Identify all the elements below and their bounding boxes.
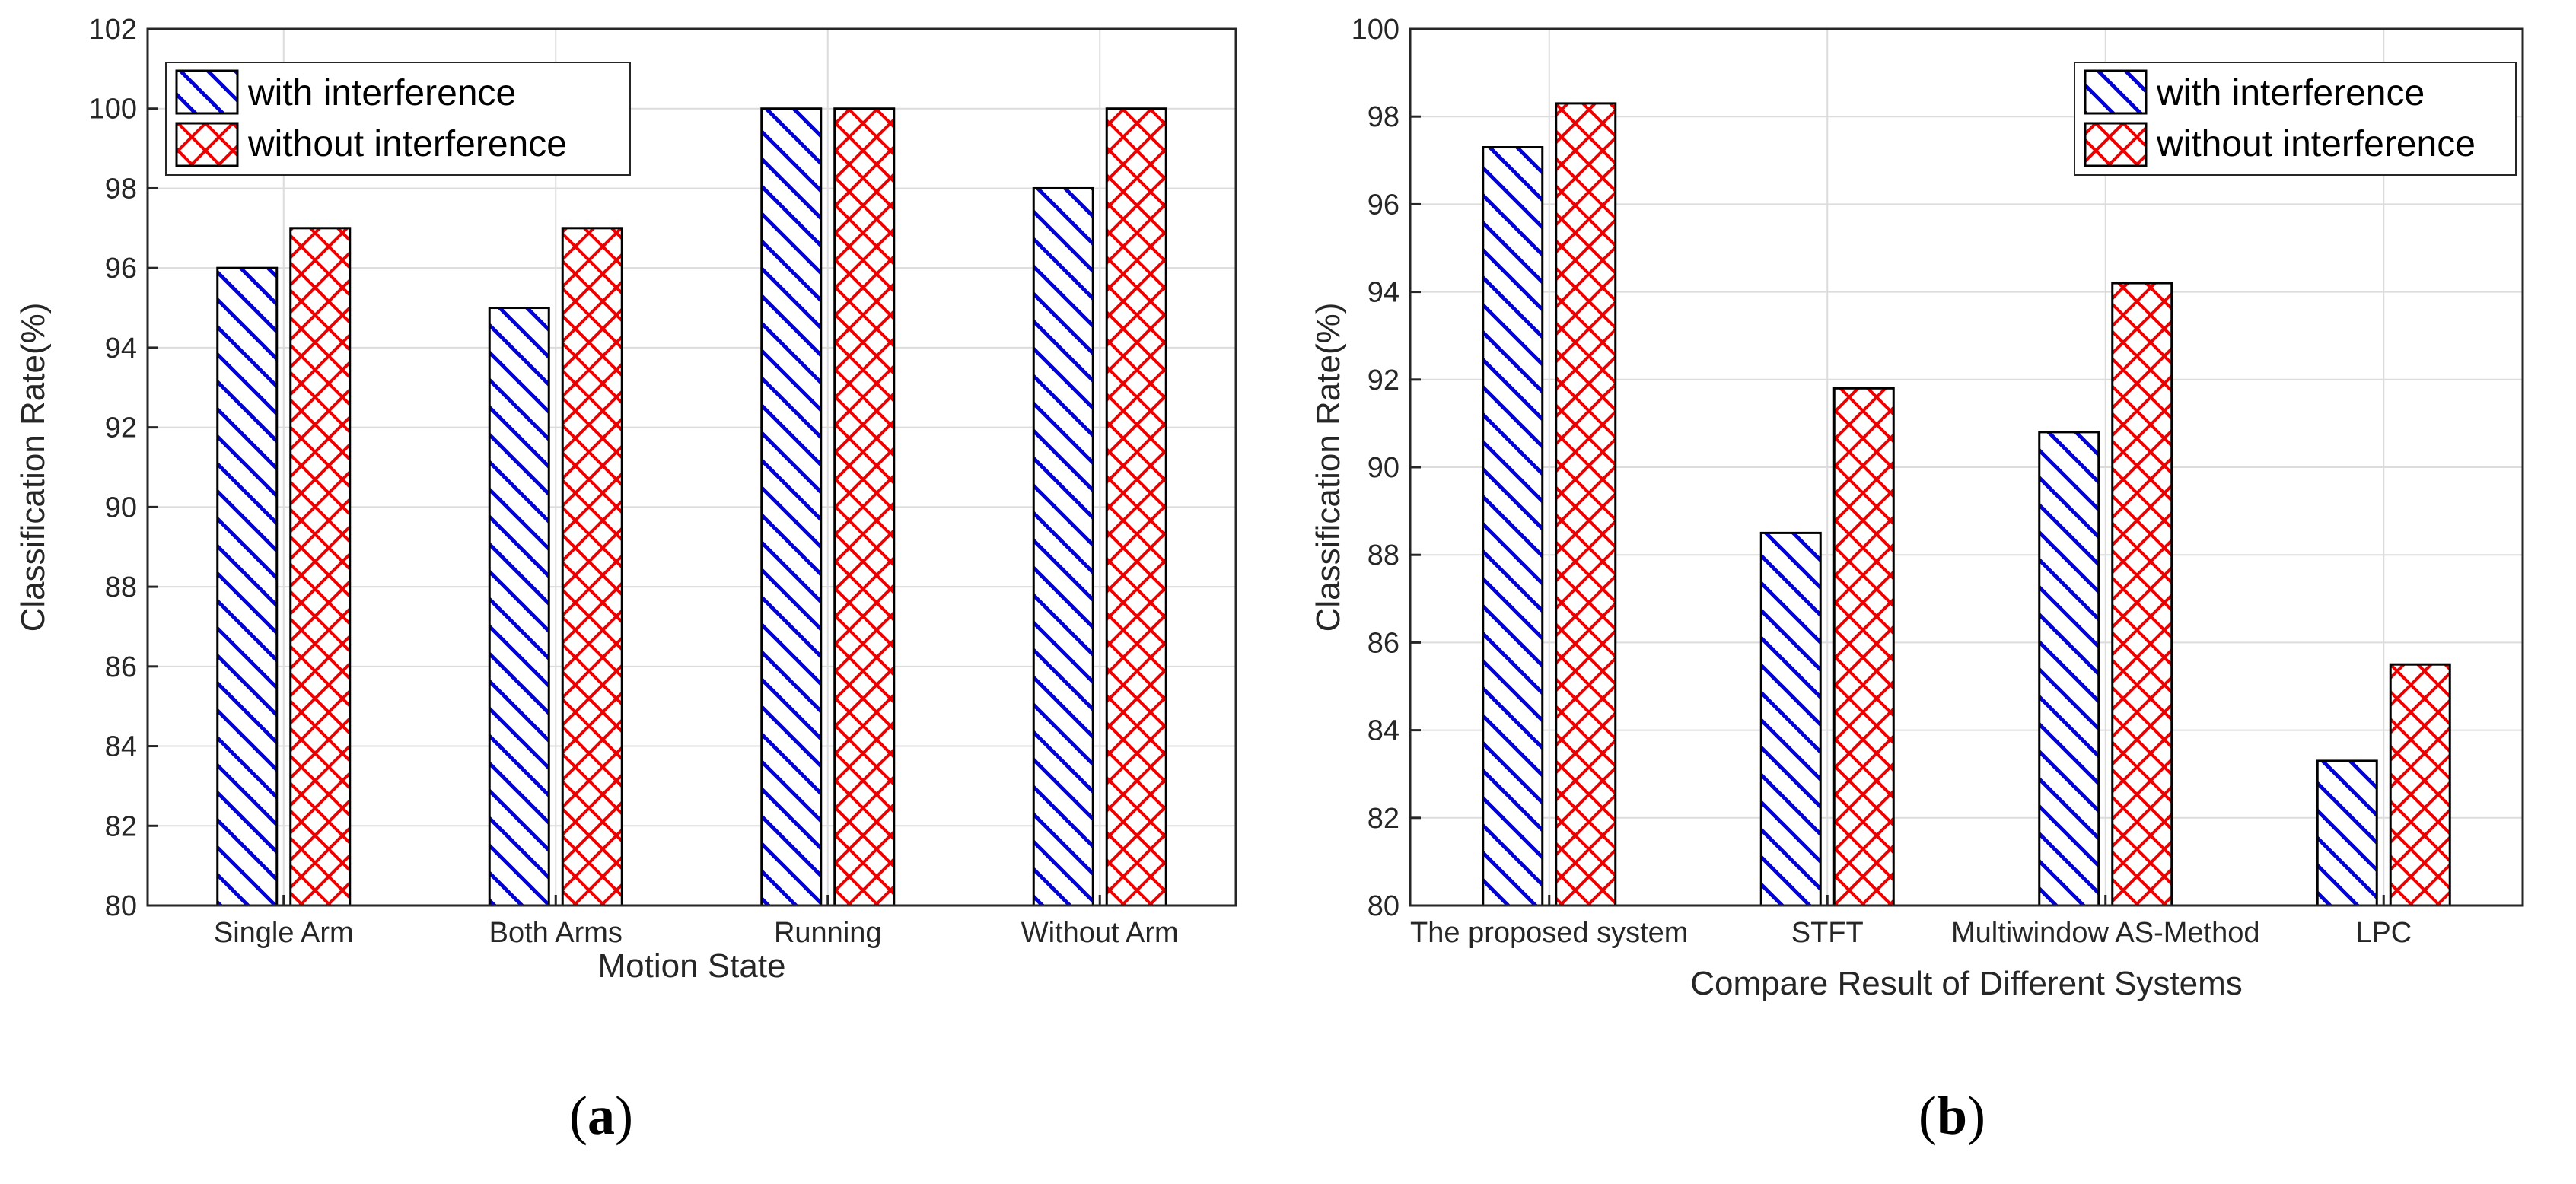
bar-with-interference-1: [1759, 531, 1822, 907]
x-tick-label: Single Arm: [214, 917, 354, 949]
chart-b-x-ticks: The proposed system STFT Multiwindow AS-Me…: [1410, 895, 2412, 949]
x-tick-label: STFT: [1791, 917, 1864, 949]
chart-a-axes-frame: [146, 27, 1237, 907]
y-tick-label: 82: [1368, 803, 1399, 835]
y-tick-label: 92: [1368, 364, 1399, 396]
y-tick-label: 86: [1368, 627, 1399, 659]
y-tick-label: 82: [105, 810, 137, 842]
chart-b-y-ticks: 80 82 84 86 88 90 92 94 96 98 100: [1352, 14, 1421, 922]
panel-label-b: (b): [1918, 1085, 1985, 1146]
bar-with-interference-3: [1032, 186, 1094, 907]
chart-a-y-axis-label: Classification Rate(%): [14, 303, 52, 632]
y-tick-label: 84: [105, 731, 137, 763]
y-tick-label: 88: [105, 571, 137, 603]
chart-b-legend-swatch-without: [2084, 122, 2148, 167]
bar-without-interference-3: [2389, 663, 2451, 907]
x-tick-label: Multiwindow AS-Method: [1951, 917, 2260, 949]
chart-b-legend-label-without: without interference: [2156, 124, 2476, 164]
chart-a-x-axis-label: Motion State: [597, 947, 785, 985]
bar-with-interference-0: [216, 266, 279, 907]
y-tick-label: 98: [105, 173, 137, 205]
y-tick-label: 88: [1368, 539, 1399, 571]
bar-without-interference-3: [1105, 107, 1167, 907]
y-tick-label: 86: [105, 651, 137, 683]
panel-label-a: (a): [569, 1085, 633, 1146]
y-tick-label: 90: [1368, 452, 1399, 484]
y-tick-label: 98: [1368, 101, 1399, 133]
y-tick-label: 102: [89, 14, 137, 46]
chart-a-y-ticks: 80 82 84 86 88 90 92 94 96 98 100 102: [89, 14, 158, 922]
x-tick-label: Running: [774, 917, 882, 949]
y-tick-label: 94: [1368, 277, 1399, 309]
chart-b-legend-swatch-with: [2084, 69, 2148, 115]
bar-without-interference-2: [833, 107, 896, 907]
chart-b-legend-box: [2074, 62, 2517, 176]
chart-a-legend-box: [165, 62, 631, 176]
bar-without-interference-2: [2111, 282, 2173, 907]
bar-without-interference-0: [289, 227, 352, 907]
y-tick-label: 92: [105, 412, 137, 444]
y-tick-label: 90: [105, 492, 137, 524]
chart-a-x-ticks: Single Arm Both Arms Running Without Arm: [214, 895, 1179, 949]
chart-b: 80 82 84 86 88 90 92 94 96 98 100 The proposed sys…: [1310, 14, 2524, 1146]
chart-a-bars: [216, 107, 1167, 907]
chart-b-legend: with interference without interference: [2074, 62, 2517, 176]
y-tick-label: 96: [105, 253, 137, 285]
y-tick-label: 80: [1368, 890, 1399, 922]
bar-with-interference-2: [2038, 431, 2100, 907]
y-tick-label: 94: [105, 333, 137, 364]
bar-without-interference-1: [561, 227, 623, 907]
bar-without-interference-0: [1555, 102, 1617, 907]
y-tick-label: 96: [1368, 189, 1399, 221]
x-tick-label: Both Arms: [489, 917, 623, 949]
chart-b-y-axis-label: Classification Rate(%): [1310, 303, 1347, 632]
x-tick-label: Without Arm: [1021, 917, 1179, 949]
y-tick-label: 80: [105, 890, 137, 922]
chart-a-legend-label-without: without interference: [247, 124, 567, 164]
bar-with-interference-1: [488, 307, 550, 907]
x-tick-label: The proposed system: [1410, 917, 1688, 949]
y-tick-label: 84: [1368, 715, 1399, 747]
chart-b-legend-label-with: with interference: [2156, 73, 2425, 113]
chart-b-x-axis-label: Compare Result of Different Systems: [1690, 965, 2242, 1002]
chart-a-legend-swatch-with: [175, 69, 239, 115]
x-tick-label: LPC: [2355, 917, 2412, 949]
chart-a-legend-swatch-without: [175, 122, 239, 167]
bar-with-interference-3: [2316, 759, 2378, 907]
bar-with-interference-0: [1482, 146, 1544, 907]
y-tick-label: 100: [89, 94, 137, 126]
chart-a-legend-label-with: with interference: [247, 73, 516, 113]
chart-b-bars: [1482, 102, 2451, 907]
bar-without-interference-1: [1832, 387, 1895, 907]
chart-a: 80 82 84 86 88 90 92 94 96 98 100 102 Single Arm Bot…: [14, 14, 1237, 1146]
chart-a-legend: with interference without interference: [165, 62, 631, 176]
y-tick-label: 100: [1352, 14, 1399, 46]
bar-with-interference-2: [760, 107, 823, 907]
